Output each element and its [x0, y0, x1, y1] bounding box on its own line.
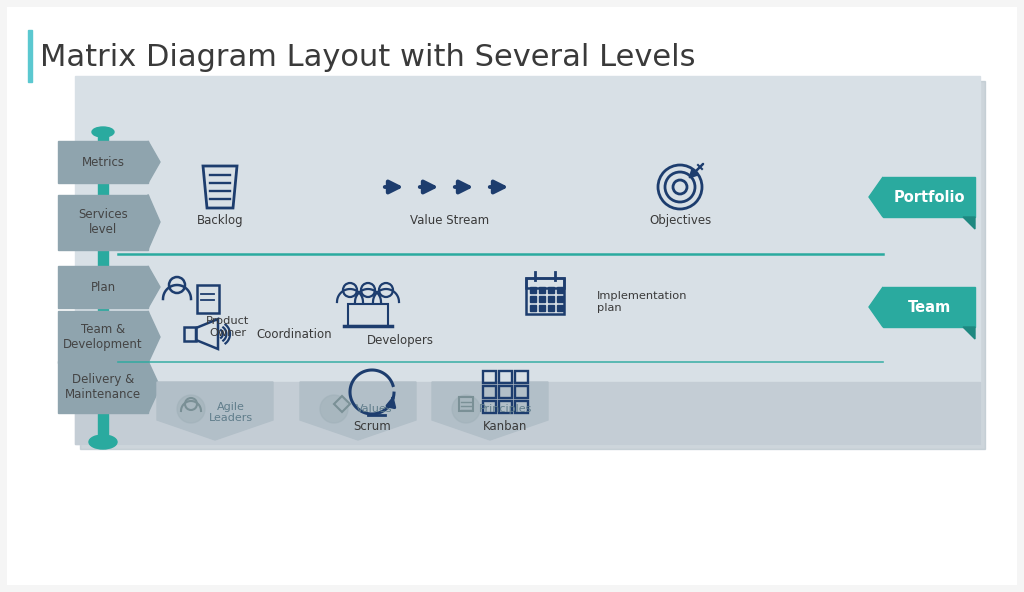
Polygon shape	[148, 361, 160, 413]
Text: Leaders: Leaders	[209, 413, 253, 423]
Polygon shape	[869, 287, 883, 327]
Bar	[530, 296, 536, 302]
Bar	[348, 304, 388, 326]
Bar	[95, 213, 111, 231]
Text: Delivery &
Maintenance: Delivery & Maintenance	[65, 373, 141, 401]
Bar	[499, 401, 512, 413]
Bar	[514, 386, 527, 398]
Polygon shape	[148, 195, 160, 249]
Polygon shape	[300, 382, 416, 440]
Bar	[557, 305, 563, 311]
Bar	[75, 382, 980, 444]
Bar	[75, 76, 980, 444]
Text: Implementation
plan: Implementation plan	[597, 291, 687, 313]
Text: Agile: Agile	[217, 402, 245, 412]
Bar	[526, 278, 564, 288]
Bar	[539, 305, 545, 311]
Ellipse shape	[92, 127, 114, 137]
Bar	[557, 287, 563, 293]
Bar	[95, 328, 111, 346]
Text: Metrics: Metrics	[82, 156, 125, 169]
Bar	[95, 278, 111, 296]
Text: Plan: Plan	[90, 281, 116, 294]
Bar	[548, 296, 554, 302]
Bar	[482, 386, 496, 398]
Bar	[539, 296, 545, 302]
Bar	[548, 287, 554, 293]
Text: Coordination: Coordination	[256, 327, 332, 340]
Text: Developers: Developers	[367, 334, 433, 347]
Bar	[539, 287, 545, 293]
Bar	[58, 311, 148, 363]
Polygon shape	[963, 327, 975, 339]
Bar	[95, 378, 111, 396]
Text: Backlog: Backlog	[197, 214, 244, 227]
Bar	[58, 141, 148, 183]
Polygon shape	[869, 177, 883, 217]
Bar	[514, 401, 527, 413]
Ellipse shape	[89, 435, 117, 449]
Bar	[95, 153, 111, 171]
Text: Principles: Principles	[479, 404, 532, 414]
Bar	[58, 361, 148, 413]
Bar	[482, 371, 496, 383]
Text: Scrum: Scrum	[353, 420, 391, 433]
Bar	[459, 397, 473, 411]
Ellipse shape	[452, 395, 480, 423]
Text: Objectives: Objectives	[649, 214, 711, 227]
Text: Values: Values	[355, 404, 392, 414]
Polygon shape	[148, 141, 160, 183]
Bar	[184, 327, 196, 341]
Bar	[548, 305, 554, 311]
Bar	[58, 195, 148, 249]
Bar	[557, 296, 563, 302]
Polygon shape	[432, 382, 548, 440]
Polygon shape	[148, 311, 160, 363]
Bar	[530, 305, 536, 311]
Bar	[197, 285, 219, 313]
Bar	[883, 287, 975, 327]
Bar	[530, 287, 536, 293]
Polygon shape	[963, 217, 975, 229]
Polygon shape	[157, 382, 273, 440]
Text: Portfolio: Portfolio	[893, 189, 965, 204]
Bar	[883, 177, 975, 217]
Bar	[58, 266, 148, 308]
Polygon shape	[148, 266, 160, 308]
Ellipse shape	[177, 395, 205, 423]
Bar	[514, 371, 527, 383]
Text: Kanban: Kanban	[482, 420, 527, 433]
Bar	[526, 278, 564, 314]
Text: Team &
Development: Team & Development	[63, 323, 142, 351]
Text: Matrix Diagram Layout with Several Levels: Matrix Diagram Layout with Several Level…	[40, 43, 695, 72]
Bar	[482, 401, 496, 413]
Bar	[499, 386, 512, 398]
Bar	[28, 30, 32, 82]
Bar	[499, 371, 512, 383]
Text: Value Stream: Value Stream	[411, 214, 489, 227]
Bar	[98, 132, 108, 442]
Text: Services
level: Services level	[78, 208, 128, 236]
Bar	[80, 81, 985, 449]
Text: Product
Owner: Product Owner	[206, 316, 250, 337]
Ellipse shape	[319, 395, 348, 423]
Text: Team: Team	[907, 300, 950, 314]
